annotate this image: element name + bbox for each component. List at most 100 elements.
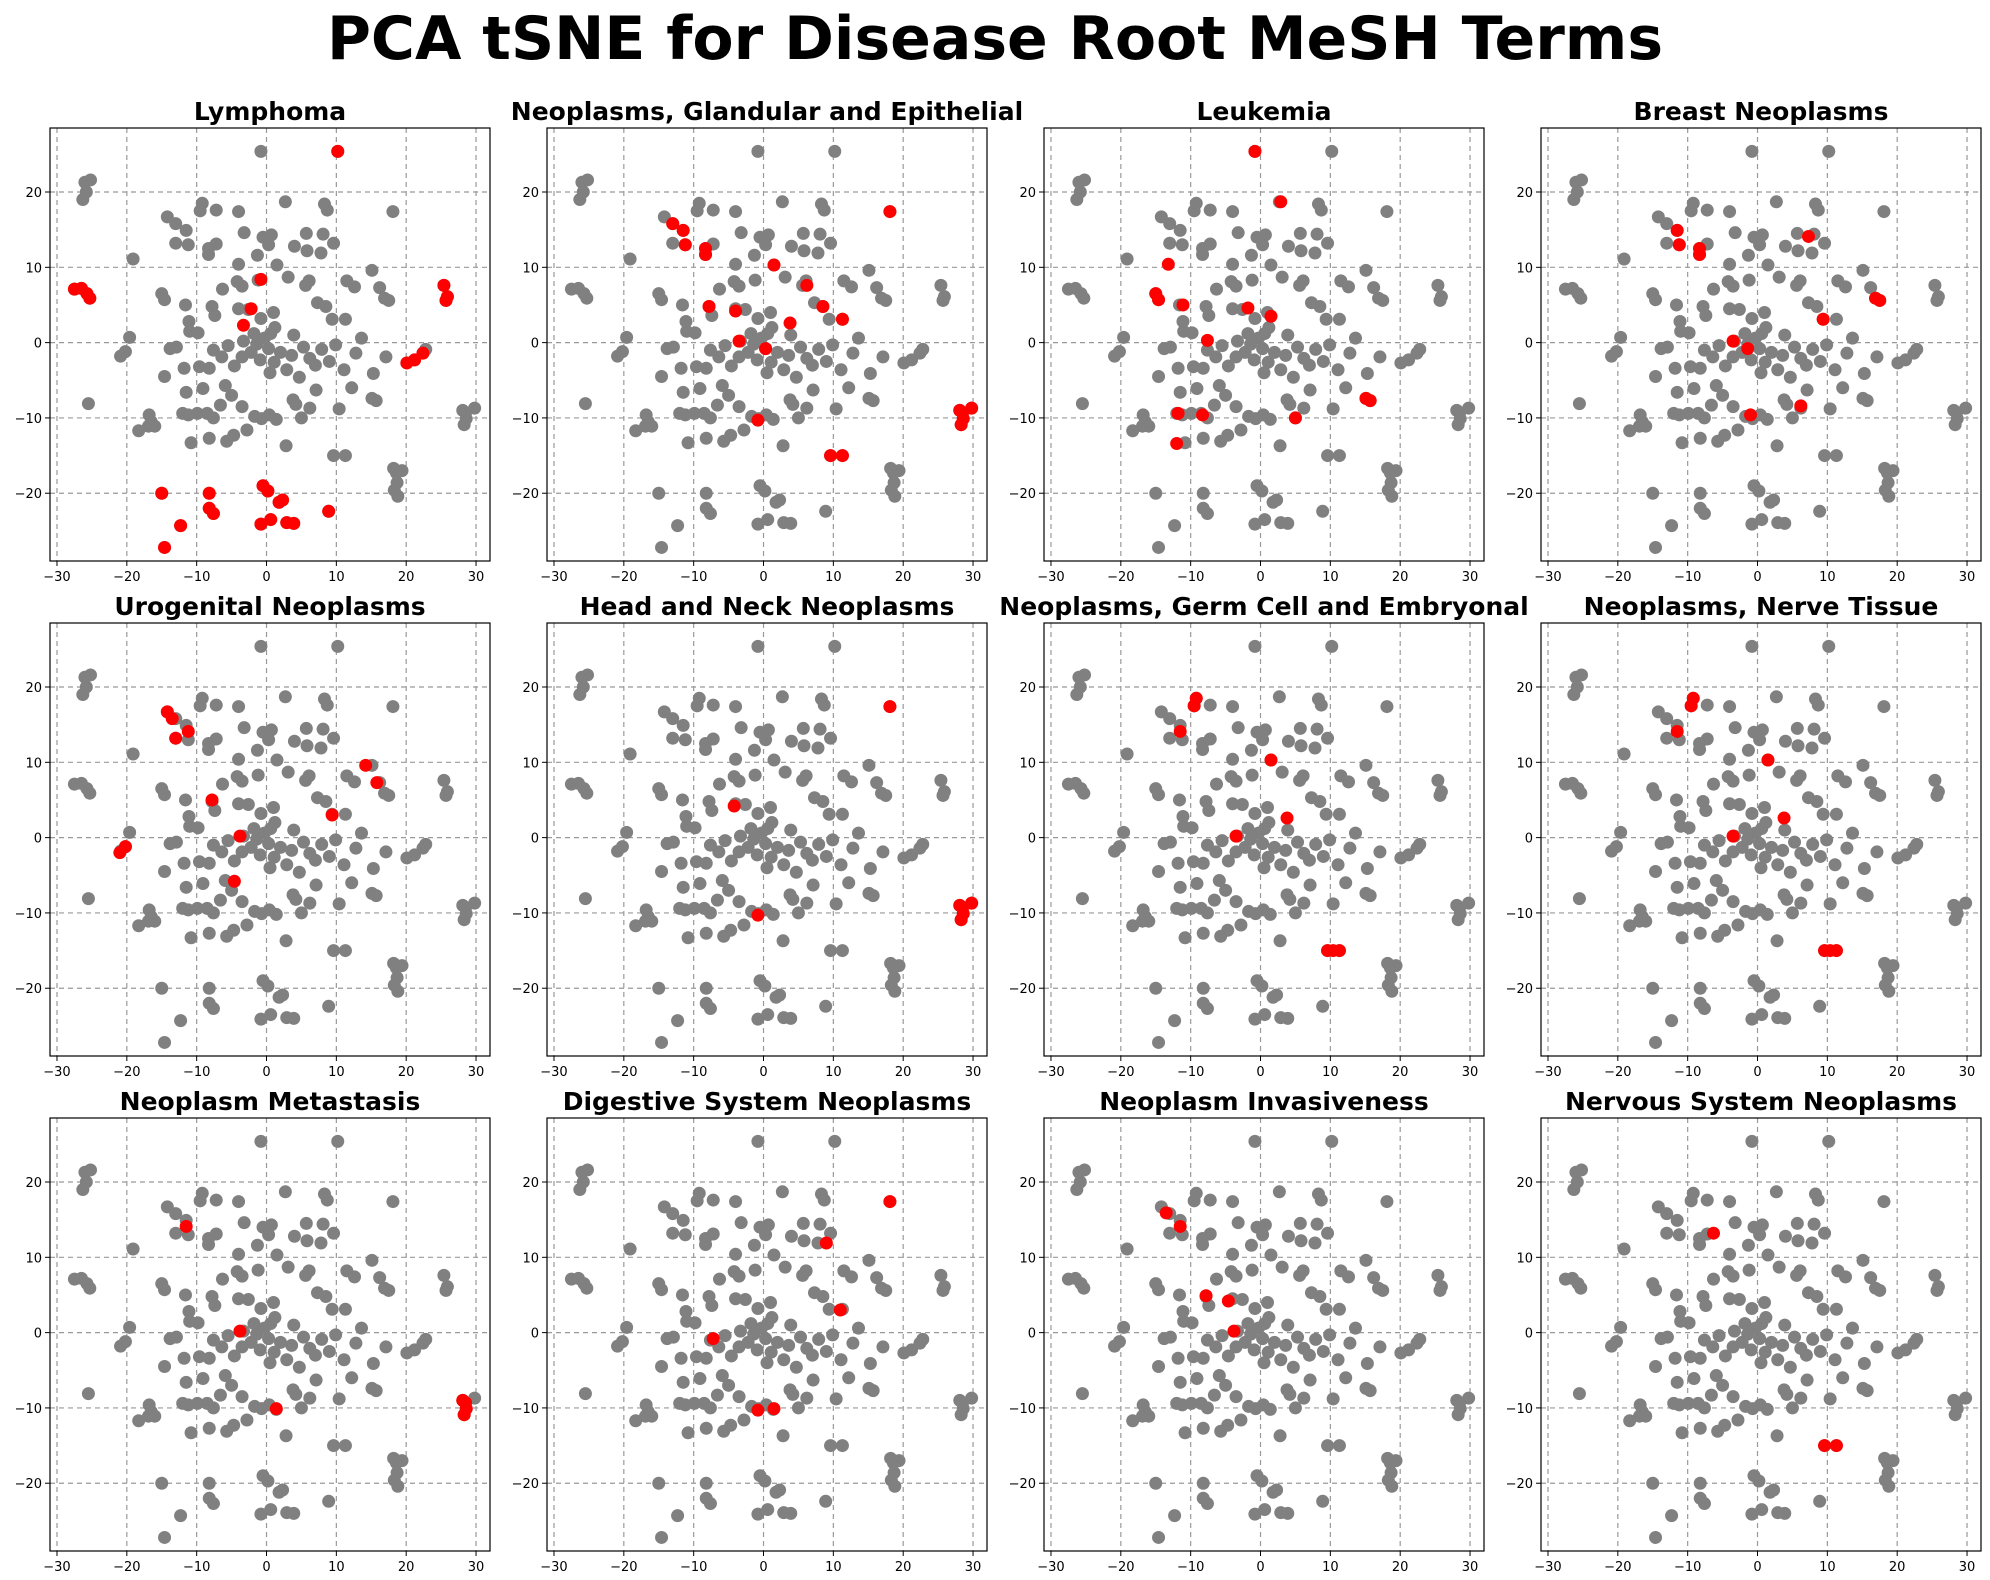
background-point (826, 338, 840, 352)
background-point (666, 1207, 680, 1221)
axes-frame (546, 1117, 988, 1552)
background-point (1389, 464, 1403, 478)
background-point (623, 1242, 637, 1256)
highlight-point (699, 248, 713, 262)
background-point (225, 388, 239, 402)
background-point (1829, 312, 1843, 326)
background-point (287, 239, 301, 253)
background-point (1770, 934, 1784, 948)
background-point (1813, 354, 1827, 368)
background-point (796, 226, 810, 240)
background-point (799, 769, 813, 783)
background-point (221, 834, 235, 848)
background-point (1258, 513, 1272, 527)
background-point (289, 892, 303, 906)
highlight-point (155, 486, 169, 500)
background-point (1617, 747, 1631, 761)
background-point (770, 840, 784, 854)
background-point (232, 1195, 246, 1209)
background-point (718, 1329, 732, 1343)
background-point (829, 402, 843, 416)
background-point (1829, 807, 1843, 821)
background-point (681, 436, 695, 450)
background-point (379, 350, 393, 364)
highlight-point (1777, 811, 1791, 825)
background-point (174, 1509, 188, 1523)
background-point (1670, 1375, 1684, 1389)
background-point (789, 865, 803, 879)
background-point (1709, 874, 1723, 888)
background-point (76, 193, 90, 207)
x-tick-label: 0 (759, 1560, 767, 1575)
background-point (1928, 773, 1942, 787)
background-point (751, 312, 765, 326)
background-point (1665, 1509, 1679, 1523)
highlight-point (1248, 144, 1262, 158)
background-point (338, 449, 352, 463)
background-point (264, 1008, 278, 1022)
background-point (681, 1426, 695, 1440)
background-point (365, 1253, 379, 1267)
background-point (1813, 1494, 1827, 1508)
background-point (1948, 418, 1962, 432)
background-point (1769, 690, 1783, 704)
background-point (169, 1207, 183, 1221)
background-point (182, 315, 196, 329)
background-point (784, 1229, 798, 1243)
x-tick-label: 20 (1392, 1560, 1409, 1575)
background-point (1723, 1292, 1737, 1306)
background-point (184, 1426, 198, 1440)
background-point (732, 279, 746, 293)
background-point (1281, 1011, 1295, 1025)
highlight-point (1187, 699, 1201, 713)
background-point (1712, 834, 1726, 848)
background-point (1744, 1343, 1758, 1357)
background-point (266, 1295, 280, 1309)
background-point (1331, 363, 1345, 377)
background-point (319, 1289, 333, 1303)
background-point (302, 769, 316, 783)
background-point (1339, 1371, 1353, 1385)
background-point (250, 743, 264, 757)
background-point (1275, 270, 1289, 284)
background-point (123, 1320, 137, 1334)
background-point (674, 361, 688, 375)
background-point (751, 1302, 765, 1316)
x-tick-label: 10 (825, 1065, 842, 1080)
background-point (1741, 1238, 1755, 1252)
background-point (1367, 776, 1381, 790)
background-point (209, 698, 223, 712)
background-point (209, 732, 223, 746)
background-point (1780, 1387, 1794, 1401)
background-point (693, 382, 707, 396)
background-point (775, 1185, 789, 1199)
y-tick-label: 10 (1019, 1251, 1036, 1266)
background-point (1200, 1497, 1214, 1511)
background-point (178, 1288, 192, 1302)
background-point (712, 350, 726, 364)
highlight-point (1264, 753, 1278, 767)
background-point (1623, 919, 1637, 933)
background-point (1319, 312, 1333, 326)
highlight-point (751, 1403, 765, 1417)
background-point (1700, 1193, 1714, 1207)
x-tick-label: 10 (1819, 570, 1836, 585)
x-tick-label: −20 (610, 1065, 637, 1080)
background-point (1764, 840, 1778, 854)
background-point (1231, 226, 1245, 240)
background-point (819, 999, 833, 1013)
background-point (1755, 1218, 1769, 1232)
background-point (1152, 865, 1166, 879)
x-tick-label: 10 (1322, 1065, 1339, 1080)
background-point (216, 1272, 230, 1286)
highlight-point (1159, 1206, 1173, 1220)
background-point (1873, 1283, 1887, 1297)
background-point (797, 1234, 811, 1248)
background-point (1709, 379, 1723, 393)
background-point (1845, 1321, 1859, 1335)
background-point (1274, 858, 1288, 872)
background-point (655, 293, 669, 307)
highlight-point (883, 700, 897, 714)
background-point (1120, 1242, 1134, 1256)
background-point (1186, 855, 1200, 869)
